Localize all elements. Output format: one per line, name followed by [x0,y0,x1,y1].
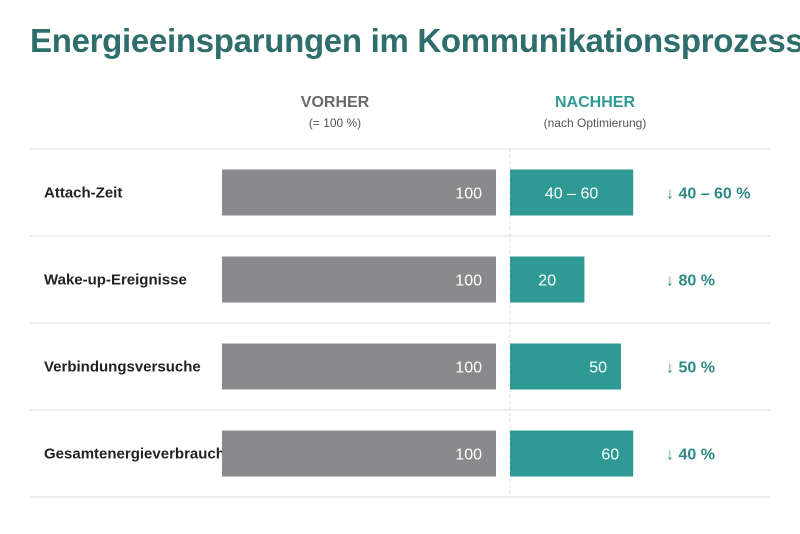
savings-label: ↓ 50 % [666,360,715,377]
bar-nachher [510,430,634,477]
savings-label: ↓ 40 % [666,447,715,464]
bar-nachher [510,343,621,390]
savings-label: ↓ 40 – 60 % [666,186,751,203]
savings-label: ↓ 80 % [666,273,715,290]
bar-nachher-label: 20 [538,273,556,290]
bar-nachher-label: 60 [601,447,619,464]
bar-vorher-label: 100 [455,447,482,464]
before-label: VORHER [300,94,370,111]
bar-vorher [222,343,496,390]
bar-vorher-label: 100 [455,360,482,377]
bar-vorher [222,169,496,216]
category-label: Wake-up-Ereignisse [44,272,187,289]
bar-nachher [510,169,634,216]
column-header-before: VORHER (= 100 %) [250,94,420,130]
before-sublabel: (= 100 %) [308,116,362,130]
bar-vorher-label: 100 [455,273,482,290]
bar-vorher-label: 100 [455,186,482,203]
bar-vorher [222,430,496,477]
bar-nachher [510,256,585,303]
after-label: NACHHER [555,94,635,111]
after-sublabel: (nach Optimierung) [543,116,647,130]
category-label: Attach-Zeit [44,185,122,202]
bar-vorher [222,256,496,303]
category-label: Verbindungsversuche [44,359,201,376]
bar-nachher-label: 50 [589,360,607,377]
bar-nachher-label: 40 – 60 [545,186,598,203]
page-title: Energieeinsparungen im Kommunikationspro… [30,22,800,59]
column-header-after: NACHHER (nach Optimierung) [510,94,680,130]
category-label: Gesamtenergieverbrauch [44,446,225,463]
